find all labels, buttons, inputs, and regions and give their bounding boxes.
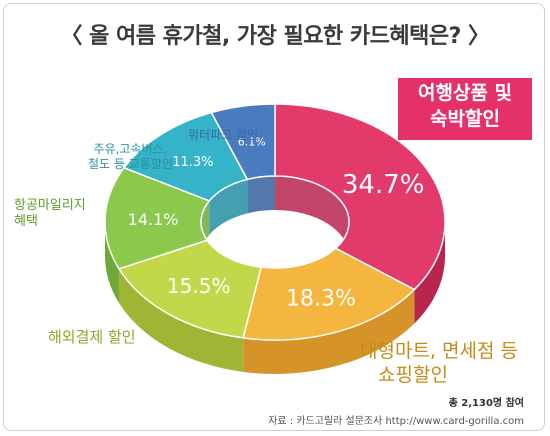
value-label-3: 14.1% [128, 210, 179, 229]
value-label-5: 6.1% [238, 135, 266, 148]
value-label-2: 15.5% [167, 274, 231, 298]
total-participants: 총 2,130명 참여 [448, 398, 524, 409]
source-note: 자료 : 카드고릴라 설문조사 http://www.card-gorilla.… [268, 416, 524, 427]
slice-side-0-0 [414, 222, 445, 324]
slice-side-1-0 [243, 289, 415, 374]
legend-label-mileage-line2: 혜택 [14, 214, 38, 230]
legend-label-shopping-line2: 쇼핑할인 [378, 363, 448, 386]
slice-5 [210, 103, 276, 181]
value-label-0: 34.7% [342, 170, 425, 200]
legend-label-travel-line1: 여행상품 및 [417, 82, 512, 104]
slice-1 [242, 247, 416, 341]
slice-inner-5-0 [247, 176, 275, 214]
slice-side-3-0 [105, 222, 119, 303]
legend-label-transport: 주유,고속버스, 철도 등 교통할인 [88, 142, 173, 172]
slice-inner-4-0 [209, 179, 248, 235]
legend-label-waterpark: 워터파크 할인 [188, 128, 259, 142]
value-label-4: 11.3% [172, 155, 213, 170]
value-label-1: 18.3% [286, 287, 356, 312]
slice-2 [117, 239, 263, 339]
slice-0 [274, 103, 446, 291]
legend-label-shopping-line1: 대형마트, 면세점 등 [360, 340, 518, 362]
slice-inner-0-0 [275, 176, 349, 256]
donut-tops [104, 103, 446, 341]
legend-label-travel-line2: 숙박할인 [430, 107, 500, 130]
legend-label-shopping: 대형마트, 면세점 등 쇼핑할인 [360, 340, 518, 388]
legend-label-mileage: 항공마일리지 혜택 [14, 198, 86, 231]
donut-value-labels: 34.7% 18.3% 15.5% 14.1% 11.3% 6.1% [128, 135, 425, 311]
legend-label-travel: 여행상품 및 숙박할인 [398, 78, 532, 140]
legend-label-transport-line1: 주유,고속버스, [93, 142, 168, 156]
legend-label-transport-line2: 철도 등 교통할인 [88, 157, 173, 171]
chart-title: 〈 올 여름 휴가철, 가장 필요한 카드혜택은? 〉 [60, 24, 490, 49]
legend-label-overseas: 해외결제 할인 [48, 328, 136, 346]
legend-label-mileage-line1: 항공마일리지 [14, 198, 86, 213]
